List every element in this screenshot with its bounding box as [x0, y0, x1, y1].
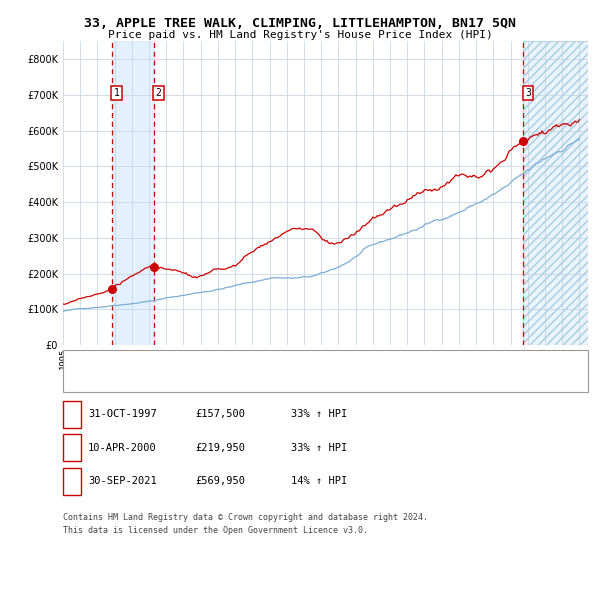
Text: £157,500: £157,500 [195, 409, 245, 419]
Text: Price paid vs. HM Land Registry's House Price Index (HPI): Price paid vs. HM Land Registry's House … [107, 30, 493, 40]
Text: 3: 3 [525, 88, 531, 98]
Text: 2: 2 [69, 443, 75, 453]
Bar [523, 41, 588, 345]
Text: 3: 3 [69, 477, 75, 486]
Text: 1: 1 [69, 409, 75, 419]
Text: 31-OCT-1997: 31-OCT-1997 [88, 409, 157, 419]
Text: Contains HM Land Registry data © Crown copyright and database right 2024.: Contains HM Land Registry data © Crown c… [63, 513, 428, 522]
Text: 2: 2 [155, 88, 161, 98]
Bar [523, 41, 588, 345]
Text: HPI: Average price, detached house, Arun: HPI: Average price, detached house, Arun [97, 376, 312, 385]
Bar [112, 41, 154, 345]
Text: 14% ↑ HPI: 14% ↑ HPI [291, 477, 347, 486]
Text: £569,950: £569,950 [195, 477, 245, 486]
Text: This data is licensed under the Open Government Licence v3.0.: This data is licensed under the Open Gov… [63, 526, 368, 535]
Text: 33, APPLE TREE WALK, CLIMPING, LITTLEHAMPTON, BN17 5QN: 33, APPLE TREE WALK, CLIMPING, LITTLEHAM… [84, 17, 516, 30]
Text: £219,950: £219,950 [195, 443, 245, 453]
Text: 33, APPLE TREE WALK, CLIMPING, LITTLEHAMPTON, BN17 5QN (detached house): 33, APPLE TREE WALK, CLIMPING, LITTLEHAM… [97, 357, 479, 366]
Text: 10-APR-2000: 10-APR-2000 [88, 443, 157, 453]
Text: 30-SEP-2021: 30-SEP-2021 [88, 477, 157, 486]
Text: 33% ↑ HPI: 33% ↑ HPI [291, 409, 347, 419]
Text: 1: 1 [113, 88, 119, 98]
Text: 33% ↑ HPI: 33% ↑ HPI [291, 443, 347, 453]
